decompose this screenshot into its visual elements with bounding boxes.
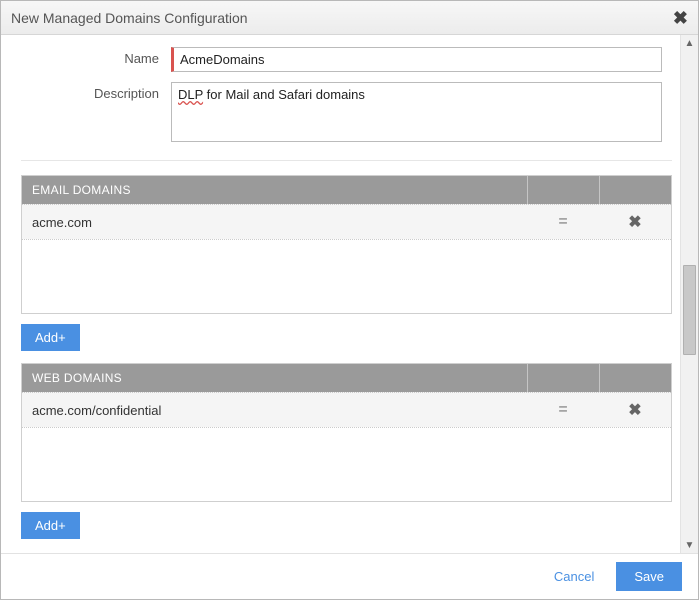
description-label: Description	[21, 82, 171, 101]
email-domains-header-label: EMAIL DOMAINS	[22, 176, 527, 204]
scroll-up-icon[interactable]: ▲	[681, 35, 698, 51]
drag-handle-icon[interactable]: =	[527, 206, 599, 238]
description-input[interactable]: DLP for Mail and Safari domains	[171, 82, 662, 142]
scroll-down-icon[interactable]: ▼	[681, 537, 698, 553]
close-icon[interactable]: ✖	[673, 9, 688, 27]
dialog-footer: Cancel Save	[1, 553, 698, 599]
name-row: Name	[21, 47, 672, 72]
web-domains-header-col-drag	[527, 364, 599, 392]
table-row: acme.com/confidential = ✖	[22, 392, 671, 427]
description-row: Description DLP for Mail and Safari doma…	[21, 82, 672, 142]
dialog: New Managed Domains Configuration ✖ Name…	[0, 0, 699, 600]
add-email-domain-button[interactable]: Add+	[21, 324, 80, 351]
table-row: acme.com = ✖	[22, 204, 671, 239]
email-domains-header-col-drag	[527, 176, 599, 204]
email-domains-header: EMAIL DOMAINS	[22, 176, 671, 204]
content-area: Name Description DLP for Mail and Safari…	[1, 35, 680, 553]
email-domains-empty-area	[22, 239, 671, 313]
save-button[interactable]: Save	[616, 562, 682, 591]
drag-handle-icon[interactable]: =	[527, 394, 599, 426]
scrollbar-thumb[interactable]	[683, 265, 696, 355]
web-domains-header-col-delete	[599, 364, 671, 392]
web-domains-header-label: WEB DOMAINS	[22, 364, 527, 392]
web-domains-header: WEB DOMAINS	[22, 364, 671, 392]
dialog-body: Name Description DLP for Mail and Safari…	[1, 35, 698, 553]
vertical-scrollbar[interactable]: ▲ ▼	[680, 35, 698, 553]
email-domain-value: acme.com	[22, 208, 527, 237]
email-domains-section: EMAIL DOMAINS acme.com = ✖ Add+	[21, 175, 672, 351]
email-domains-header-col-delete	[599, 176, 671, 204]
web-domains-table: WEB DOMAINS acme.com/confidential = ✖	[21, 363, 672, 502]
add-web-domain-button[interactable]: Add+	[21, 512, 80, 539]
web-domains-section: WEB DOMAINS acme.com/confidential = ✖ Ad…	[21, 363, 672, 539]
email-domains-table: EMAIL DOMAINS acme.com = ✖	[21, 175, 672, 314]
name-input[interactable]	[171, 47, 662, 72]
name-label: Name	[21, 47, 171, 66]
web-domains-empty-area	[22, 427, 671, 501]
dialog-title: New Managed Domains Configuration	[11, 10, 673, 26]
web-domain-value: acme.com/confidential	[22, 396, 527, 425]
delete-icon[interactable]: ✖	[599, 393, 671, 427]
dialog-titlebar: New Managed Domains Configuration ✖	[1, 1, 698, 35]
delete-icon[interactable]: ✖	[599, 205, 671, 239]
divider	[21, 160, 672, 161]
cancel-button[interactable]: Cancel	[546, 563, 602, 590]
spellcheck-word: DLP	[178, 87, 203, 102]
